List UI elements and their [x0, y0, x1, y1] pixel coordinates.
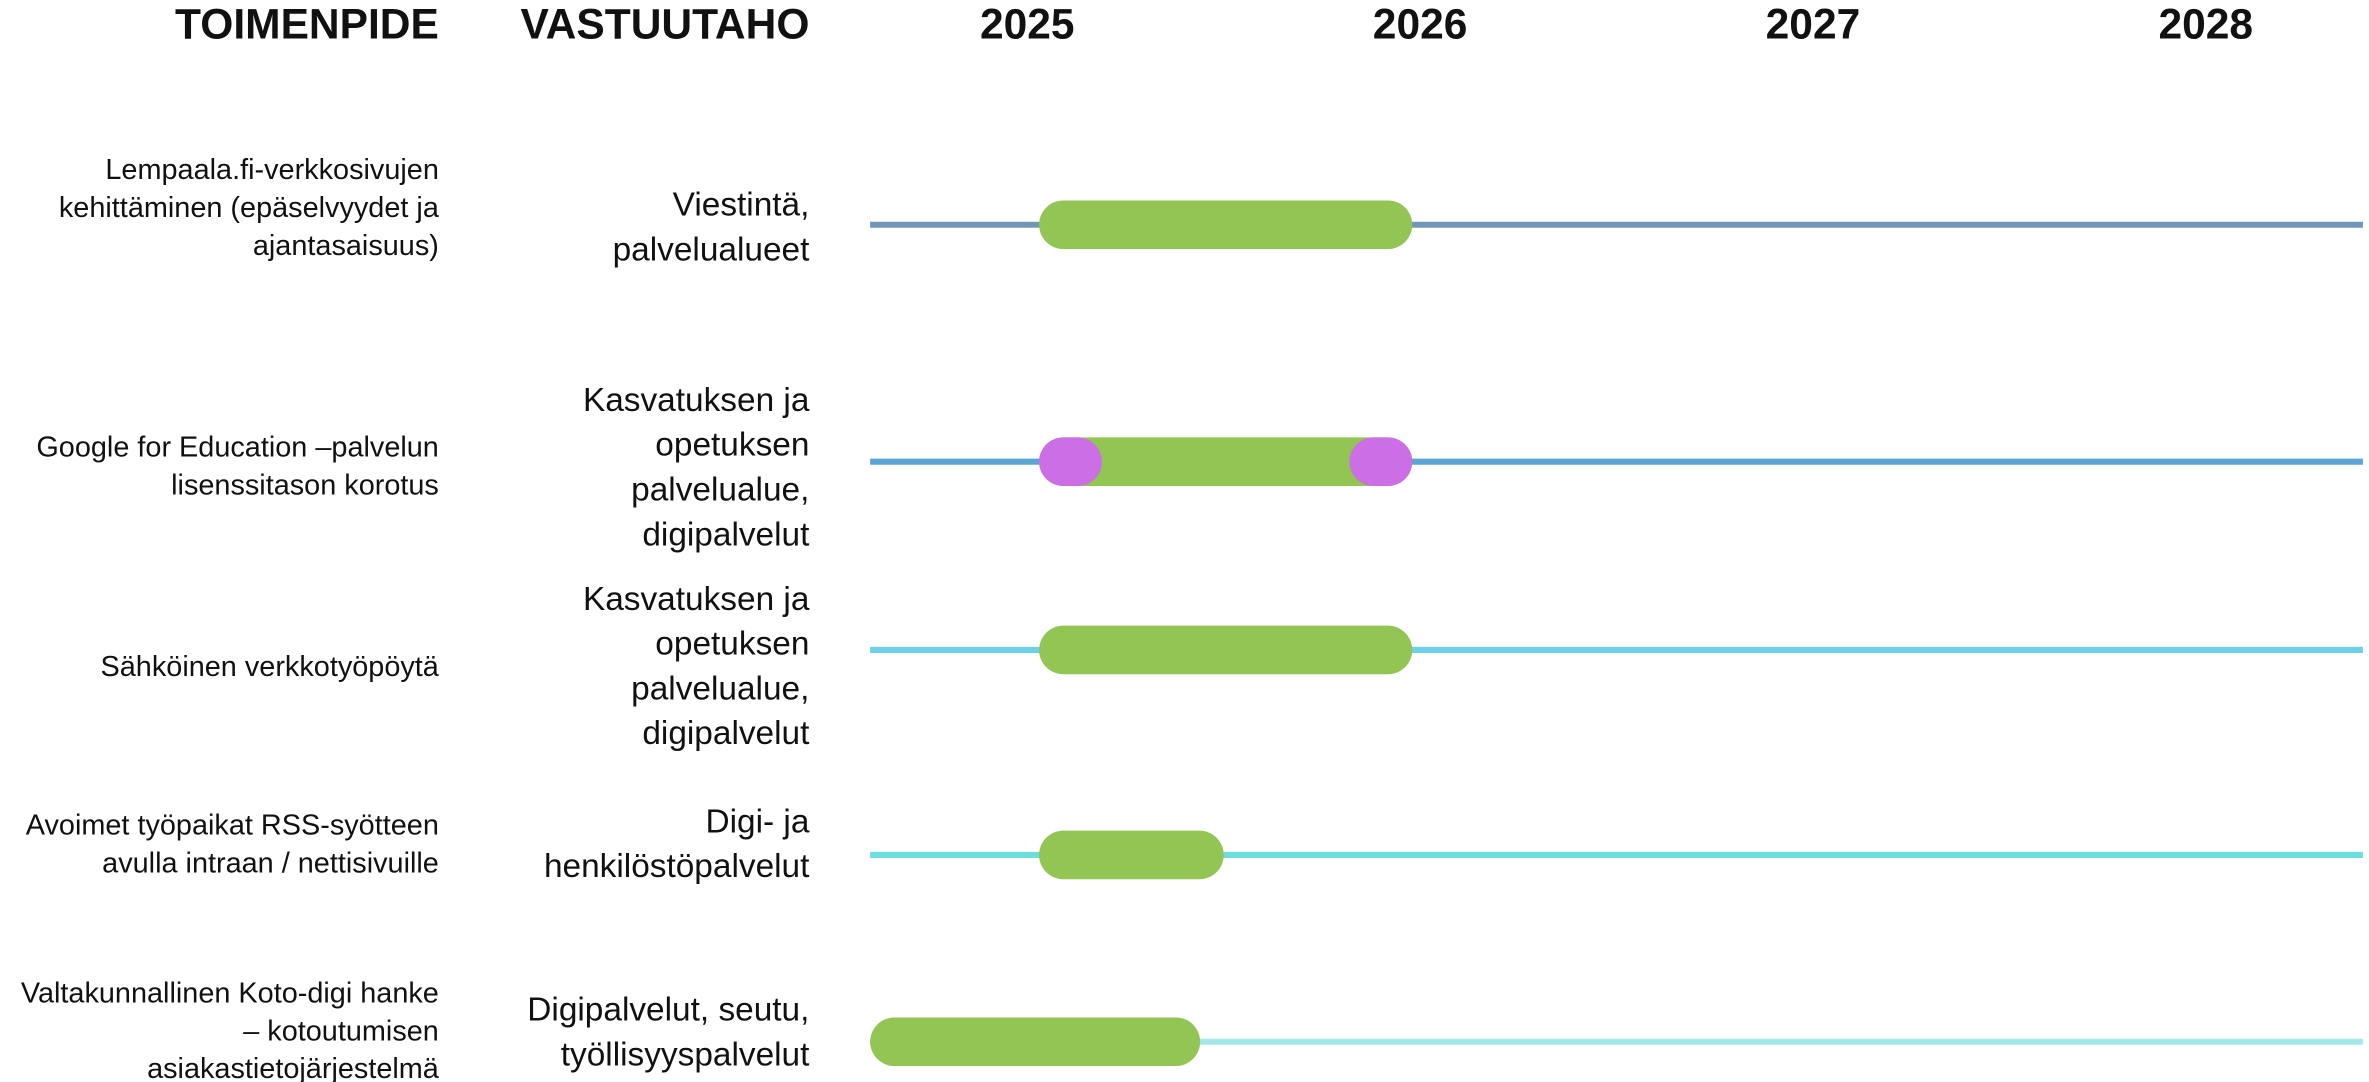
action-text: Lempaala.fi-verkkosivujen — [105, 154, 438, 186]
responsible-text: digipalvelut — [642, 715, 810, 752]
responsible-text: opetuksen — [655, 427, 809, 464]
action-text: – kotoutumisen — [243, 1015, 439, 1047]
responsible-text: digipalvelut — [642, 516, 810, 553]
responsible-text: Kasvatuksen ja — [583, 581, 810, 618]
action-text: Google for Education –palvelun — [36, 431, 438, 463]
year-label: 2026 — [1373, 2, 1468, 49]
responsible-text: palvelualue, — [631, 471, 809, 508]
year-label: 2028 — [2158, 2, 2253, 49]
responsible-text: palvelualue, — [631, 670, 809, 707]
action-text: avulla intraan / nettisivuille — [102, 847, 439, 879]
timeline-bar — [1039, 437, 1413, 486]
responsible-text: työllisyyspalvelut — [561, 1036, 810, 1073]
responsible-text: opetuksen — [655, 626, 809, 663]
action-text: kehittäminen (epäselvyydet ja — [59, 192, 440, 224]
responsible-text: Digipalvelut, seutu, — [527, 992, 809, 1029]
responsible-text: henkilöstöpalvelut — [544, 848, 810, 885]
year-label: 2027 — [1766, 2, 1861, 49]
action-text: ajantasaisuus) — [253, 230, 439, 262]
responsible-text: Kasvatuksen ja — [583, 382, 810, 419]
timeline-bar — [1039, 625, 1413, 675]
header-responsible: VASTUUTAHO — [520, 2, 809, 49]
action-text: asiakastietojärjestelmä — [147, 1053, 440, 1082]
header-action: TOIMENPIDE — [175, 2, 439, 49]
year-label: 2025 — [980, 2, 1075, 49]
timeline-bar — [1039, 200, 1413, 250]
action-text: lisenssitason korotus — [171, 469, 439, 501]
action-text: Avoimet työpaikat RSS-syötteen — [26, 809, 439, 841]
timeline-bar — [1039, 437, 1102, 486]
responsible-text: Digi- ja — [706, 803, 810, 840]
responsible-text: Viestintä, — [673, 187, 810, 224]
action-text: Valtakunnallinen Koto-digi hanke — [21, 977, 439, 1009]
timeline-bar — [870, 1017, 1201, 1067]
timeline-bar — [1349, 437, 1413, 486]
responsible-text: palvelualueet — [613, 232, 811, 269]
action-text: Sähköinen verkkotyöpöytä — [101, 651, 440, 683]
timeline-bar — [1039, 830, 1224, 880]
